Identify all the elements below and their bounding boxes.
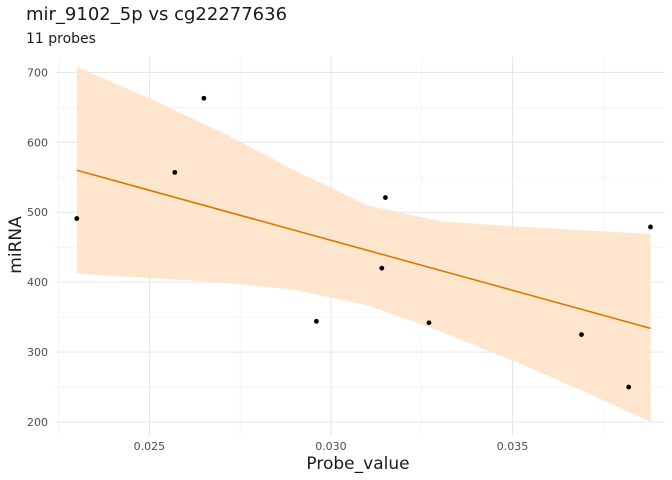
x-tick-label-2: 0.035 bbox=[497, 440, 529, 453]
data-point-6 bbox=[426, 320, 432, 326]
confidence-band-area bbox=[76, 66, 651, 423]
y-tick-label-5: 700 bbox=[27, 66, 48, 79]
data-point-3 bbox=[314, 318, 319, 324]
chart-title: mir_9102_5p vs cg22277636 bbox=[26, 4, 287, 25]
y-tick-label-4: 600 bbox=[27, 136, 48, 149]
fit-line bbox=[76, 169, 651, 330]
y-tick-label-1: 300 bbox=[27, 346, 48, 359]
fit-line-group bbox=[76, 169, 651, 330]
data-point-8 bbox=[626, 384, 632, 390]
chart-subtitle: 11 probes bbox=[26, 31, 96, 47]
x-axis-ticks: 0.025 0.030 0.035 bbox=[134, 440, 529, 453]
y-tick-label-0: 200 bbox=[27, 416, 48, 429]
x-axis-title: Probe_value bbox=[306, 454, 409, 474]
data-point-9 bbox=[648, 224, 653, 230]
data-point-7 bbox=[579, 332, 584, 338]
y-axis-title: miRNA bbox=[6, 216, 26, 274]
y-axis-ticks: 200 300 400 500 600 700 bbox=[27, 66, 48, 429]
data-point-2 bbox=[201, 95, 207, 101]
data-points bbox=[74, 95, 653, 390]
y-tick-label-2: 400 bbox=[27, 276, 48, 289]
x-tick-label-1: 0.030 bbox=[315, 440, 347, 453]
y-tick-label-3: 500 bbox=[27, 206, 48, 219]
data-point-1 bbox=[172, 169, 178, 175]
data-point-4 bbox=[379, 265, 385, 271]
data-point-5 bbox=[383, 195, 388, 200]
confidence-band bbox=[76, 66, 651, 423]
data-point-0 bbox=[74, 216, 80, 221]
x-tick-label-0: 0.025 bbox=[134, 440, 166, 453]
